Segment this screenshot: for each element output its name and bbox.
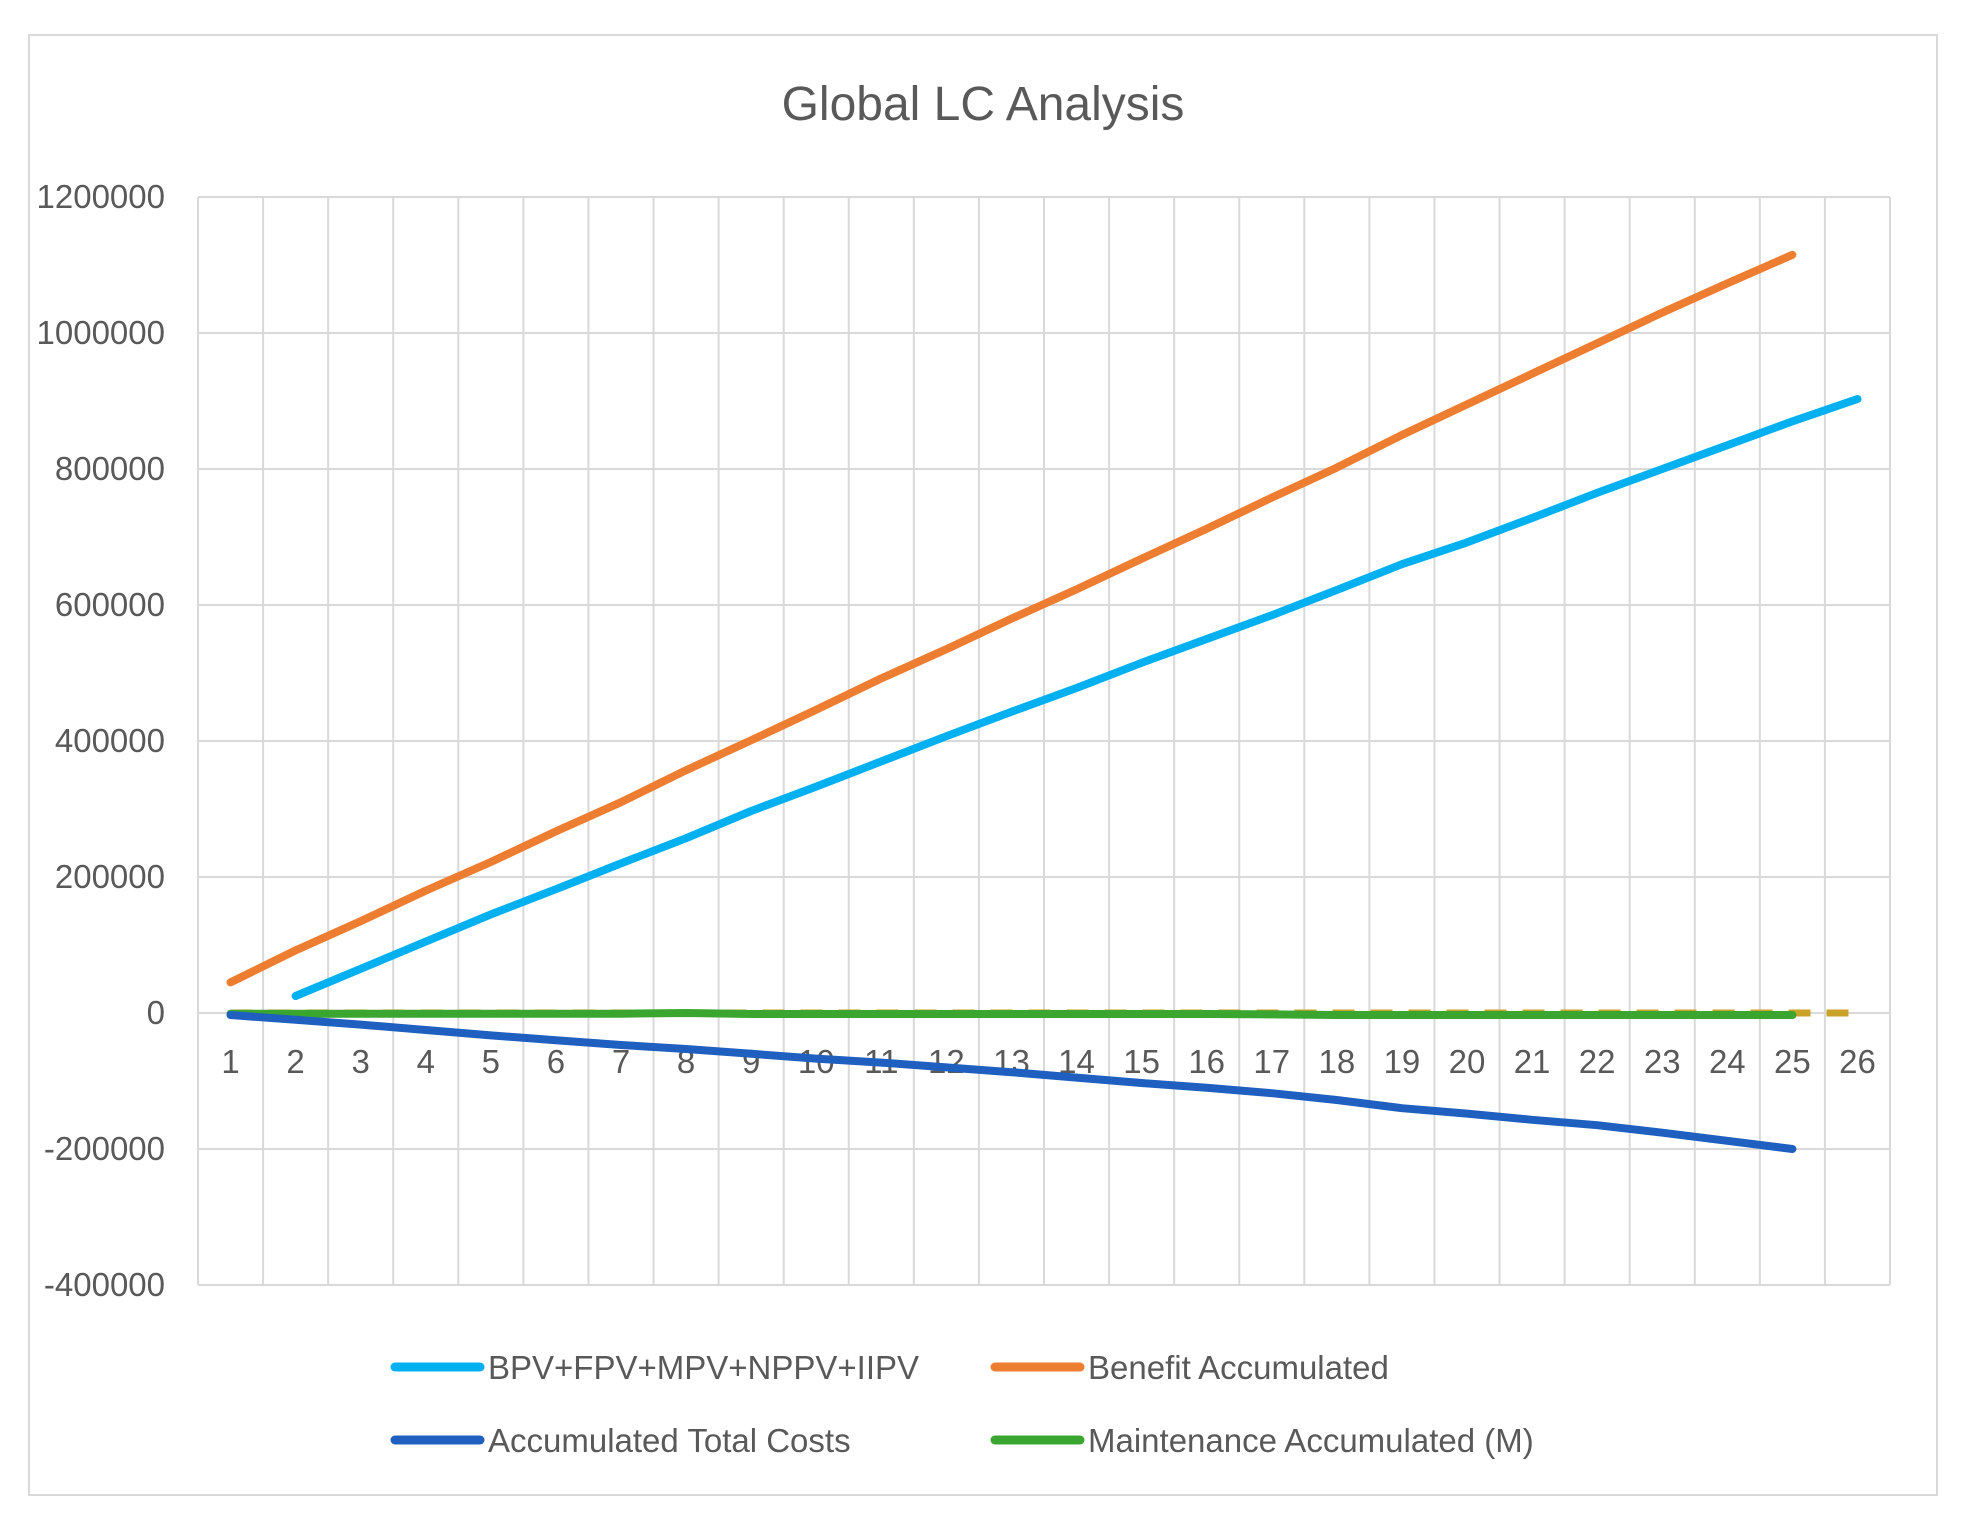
x-tick-label: 2 xyxy=(286,1043,304,1080)
x-tick-label: 16 xyxy=(1188,1043,1225,1080)
x-tick-label: 12 xyxy=(928,1043,965,1080)
y-tick-label: 0 xyxy=(147,994,165,1031)
x-tick-label: 1 xyxy=(221,1043,239,1080)
x-tick-label: 21 xyxy=(1514,1043,1551,1080)
series-line-benefit-accumulated xyxy=(226,250,1797,987)
x-tick-label: 19 xyxy=(1384,1043,1421,1080)
legend-label: Benefit Accumulated xyxy=(1088,1349,1389,1386)
x-tick-label: 20 xyxy=(1449,1043,1486,1080)
series-line-maintenance-accumulated-m- xyxy=(226,1009,1797,1019)
y-axis-ticks: 1200000 1000000 800000 600000 400000 200000 0 -… xyxy=(37,178,165,1303)
y-tick-label: 1000000 xyxy=(37,314,165,351)
legend: BPV+FPV+MPV+NPPV+IIPV Benefit Accumulated… xyxy=(390,1349,1534,1459)
x-tick-label: 7 xyxy=(612,1043,630,1080)
legend-label: BPV+FPV+MPV+NPPV+IIPV xyxy=(488,1349,919,1386)
x-tick-label: 5 xyxy=(482,1043,500,1080)
y-tick-label: -400000 xyxy=(44,1266,165,1303)
x-tick-label: 17 xyxy=(1253,1043,1290,1080)
legend-label: Accumulated Total Costs xyxy=(488,1422,851,1459)
legend-label: Maintenance Accumulated (M) xyxy=(1088,1422,1534,1459)
y-tick-label: -200000 xyxy=(44,1130,165,1167)
x-tick-label: 18 xyxy=(1318,1043,1355,1080)
x-tick-label: 24 xyxy=(1709,1043,1746,1080)
gridlines xyxy=(197,196,1891,1286)
y-tick-label: 1200000 xyxy=(37,178,165,215)
x-tick-label: 6 xyxy=(547,1043,565,1080)
x-tick-label: 9 xyxy=(742,1043,760,1080)
y-tick-label: 200000 xyxy=(55,858,165,895)
x-tick-label: 26 xyxy=(1839,1043,1876,1080)
series-line-bpv-fpv-mpv-nppv-iipv xyxy=(291,395,1862,1000)
x-tick-label: 15 xyxy=(1123,1043,1160,1080)
x-tick-label: 23 xyxy=(1644,1043,1681,1080)
y-tick-label: 600000 xyxy=(55,586,165,623)
series-line-accumulated-total-costs xyxy=(226,1011,1797,1153)
y-tick-label: 800000 xyxy=(55,450,165,487)
x-tick-label: 22 xyxy=(1579,1043,1616,1080)
chart-frame xyxy=(28,34,1938,1496)
x-tick-label: 4 xyxy=(417,1043,435,1080)
y-tick-label: 400000 xyxy=(55,722,165,759)
x-tick-label: 3 xyxy=(352,1043,370,1080)
chart-title: Global LC Analysis xyxy=(782,78,1185,131)
x-tick-label: 25 xyxy=(1774,1043,1811,1080)
series-lines xyxy=(226,250,1862,1153)
x-axis-ticks: 1 2 3 4 5 6 7 8 9 10 11 12 13 14 15 16 17 18 19 20 21 22 23 24 2… xyxy=(221,1043,1875,1080)
